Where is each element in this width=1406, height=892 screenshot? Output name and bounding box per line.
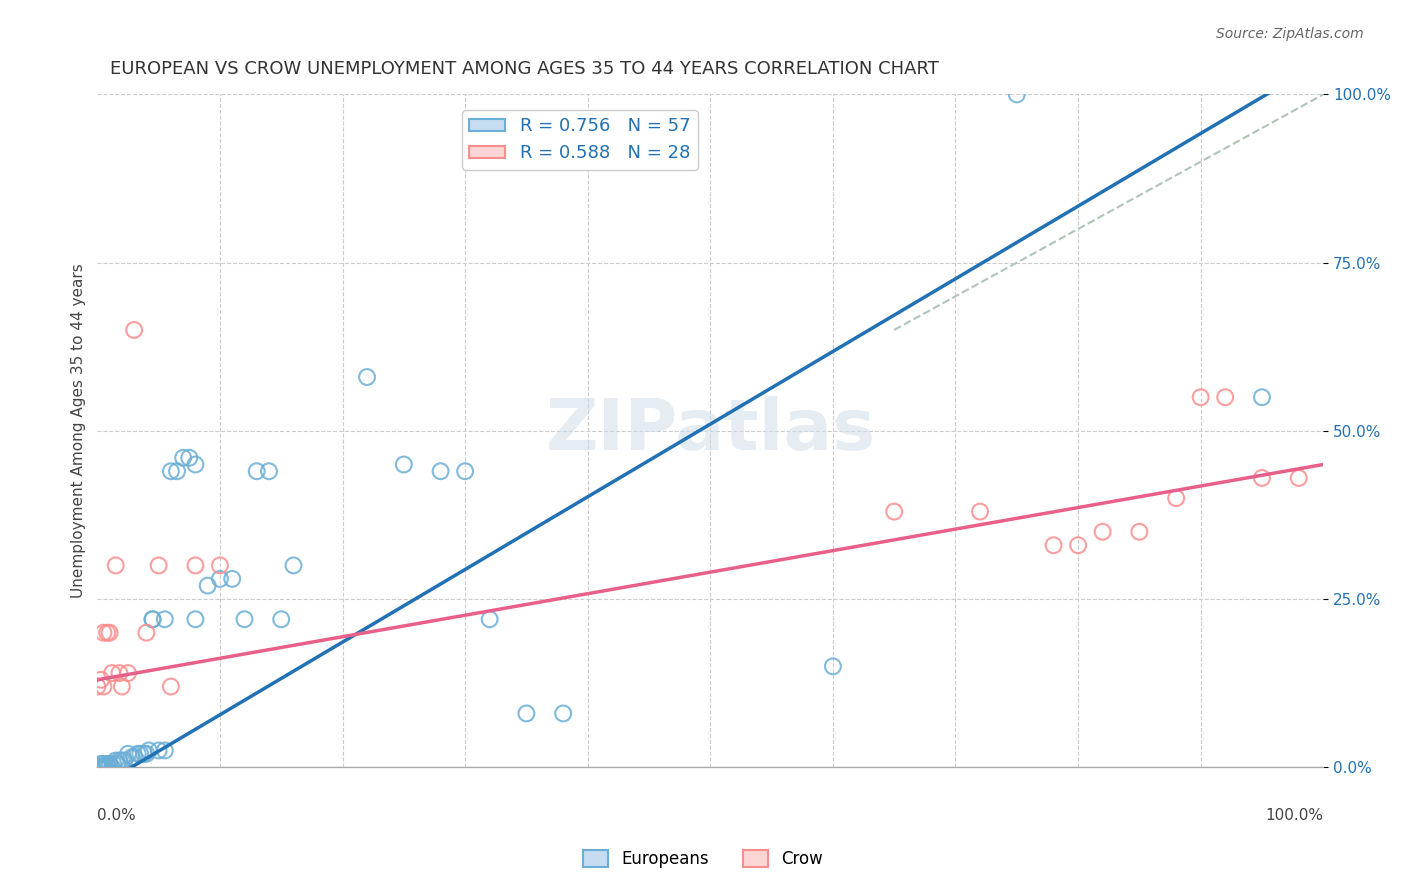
Point bbox=[122, 323, 145, 337]
Point bbox=[356, 370, 378, 384]
Point bbox=[98, 625, 121, 640]
Point bbox=[135, 625, 157, 640]
Point bbox=[129, 747, 152, 761]
Point bbox=[96, 756, 118, 771]
Point bbox=[429, 464, 451, 478]
Point bbox=[112, 754, 135, 768]
Point bbox=[108, 754, 131, 768]
Point bbox=[93, 680, 115, 694]
Point bbox=[1189, 390, 1212, 404]
Point bbox=[1213, 390, 1236, 404]
Point bbox=[108, 666, 131, 681]
Point bbox=[197, 579, 219, 593]
Point bbox=[1251, 471, 1274, 485]
Point bbox=[141, 612, 163, 626]
Point bbox=[283, 558, 305, 573]
Point bbox=[148, 743, 170, 757]
Point bbox=[96, 625, 118, 640]
Text: Source: ZipAtlas.com: Source: ZipAtlas.com bbox=[1216, 27, 1364, 41]
Y-axis label: Unemployment Among Ages 35 to 44 years: Unemployment Among Ages 35 to 44 years bbox=[72, 263, 86, 599]
Point bbox=[166, 464, 188, 478]
Point bbox=[1251, 390, 1274, 404]
Point bbox=[454, 464, 477, 478]
Point bbox=[1042, 538, 1064, 552]
Point bbox=[148, 558, 170, 573]
Point bbox=[184, 458, 207, 472]
Point bbox=[117, 666, 139, 681]
Point bbox=[135, 747, 157, 761]
Point bbox=[208, 572, 231, 586]
Point bbox=[221, 572, 243, 586]
Text: EUROPEAN VS CROW UNEMPLOYMENT AMONG AGES 35 TO 44 YEARS CORRELATION CHART: EUROPEAN VS CROW UNEMPLOYMENT AMONG AGES… bbox=[110, 60, 938, 78]
Point bbox=[105, 756, 128, 771]
Point bbox=[132, 747, 155, 761]
Point bbox=[1166, 491, 1188, 505]
Point bbox=[121, 750, 143, 764]
Point bbox=[1128, 524, 1150, 539]
Point bbox=[93, 625, 115, 640]
Point bbox=[91, 760, 114, 774]
Point bbox=[97, 760, 120, 774]
Point bbox=[94, 760, 117, 774]
Text: 100.0%: 100.0% bbox=[1265, 807, 1323, 822]
Point bbox=[172, 450, 194, 465]
Point bbox=[90, 673, 112, 687]
Point bbox=[127, 747, 149, 761]
Point bbox=[93, 756, 115, 771]
Point bbox=[478, 612, 501, 626]
Point bbox=[138, 743, 160, 757]
Text: 0.0%: 0.0% bbox=[97, 807, 136, 822]
Point bbox=[553, 706, 575, 721]
Point bbox=[821, 659, 844, 673]
Point bbox=[93, 760, 115, 774]
Point bbox=[1067, 538, 1090, 552]
Point bbox=[87, 760, 110, 774]
Point bbox=[153, 612, 176, 626]
Point bbox=[1005, 87, 1028, 102]
Point bbox=[1288, 471, 1310, 485]
Point bbox=[104, 558, 127, 573]
Point bbox=[104, 754, 127, 768]
Point bbox=[246, 464, 269, 478]
Point bbox=[111, 680, 134, 694]
Point bbox=[257, 464, 280, 478]
Point bbox=[141, 612, 163, 626]
Point bbox=[117, 747, 139, 761]
Point bbox=[111, 754, 134, 768]
Point bbox=[160, 464, 183, 478]
Point bbox=[179, 450, 201, 465]
Text: ZIPatlas: ZIPatlas bbox=[546, 396, 876, 466]
Legend: R = 0.756   N = 57, R = 0.588   N = 28: R = 0.756 N = 57, R = 0.588 N = 28 bbox=[463, 111, 697, 169]
Point bbox=[90, 760, 112, 774]
Point bbox=[969, 505, 991, 519]
Point bbox=[270, 612, 292, 626]
Point bbox=[515, 706, 537, 721]
Point bbox=[208, 558, 231, 573]
Point bbox=[103, 756, 125, 771]
Point bbox=[184, 558, 207, 573]
Point bbox=[153, 743, 176, 757]
Point bbox=[883, 505, 905, 519]
Point bbox=[1091, 524, 1114, 539]
Point bbox=[233, 612, 256, 626]
Point bbox=[98, 756, 121, 771]
Point bbox=[160, 680, 183, 694]
Point bbox=[392, 458, 415, 472]
Point bbox=[122, 750, 145, 764]
Point bbox=[101, 760, 124, 774]
Point bbox=[93, 760, 115, 774]
Legend: Europeans, Crow: Europeans, Crow bbox=[576, 843, 830, 875]
Point bbox=[184, 612, 207, 626]
Point bbox=[86, 680, 108, 694]
Point bbox=[101, 666, 124, 681]
Point bbox=[90, 756, 112, 771]
Point bbox=[86, 760, 108, 774]
Point bbox=[89, 760, 111, 774]
